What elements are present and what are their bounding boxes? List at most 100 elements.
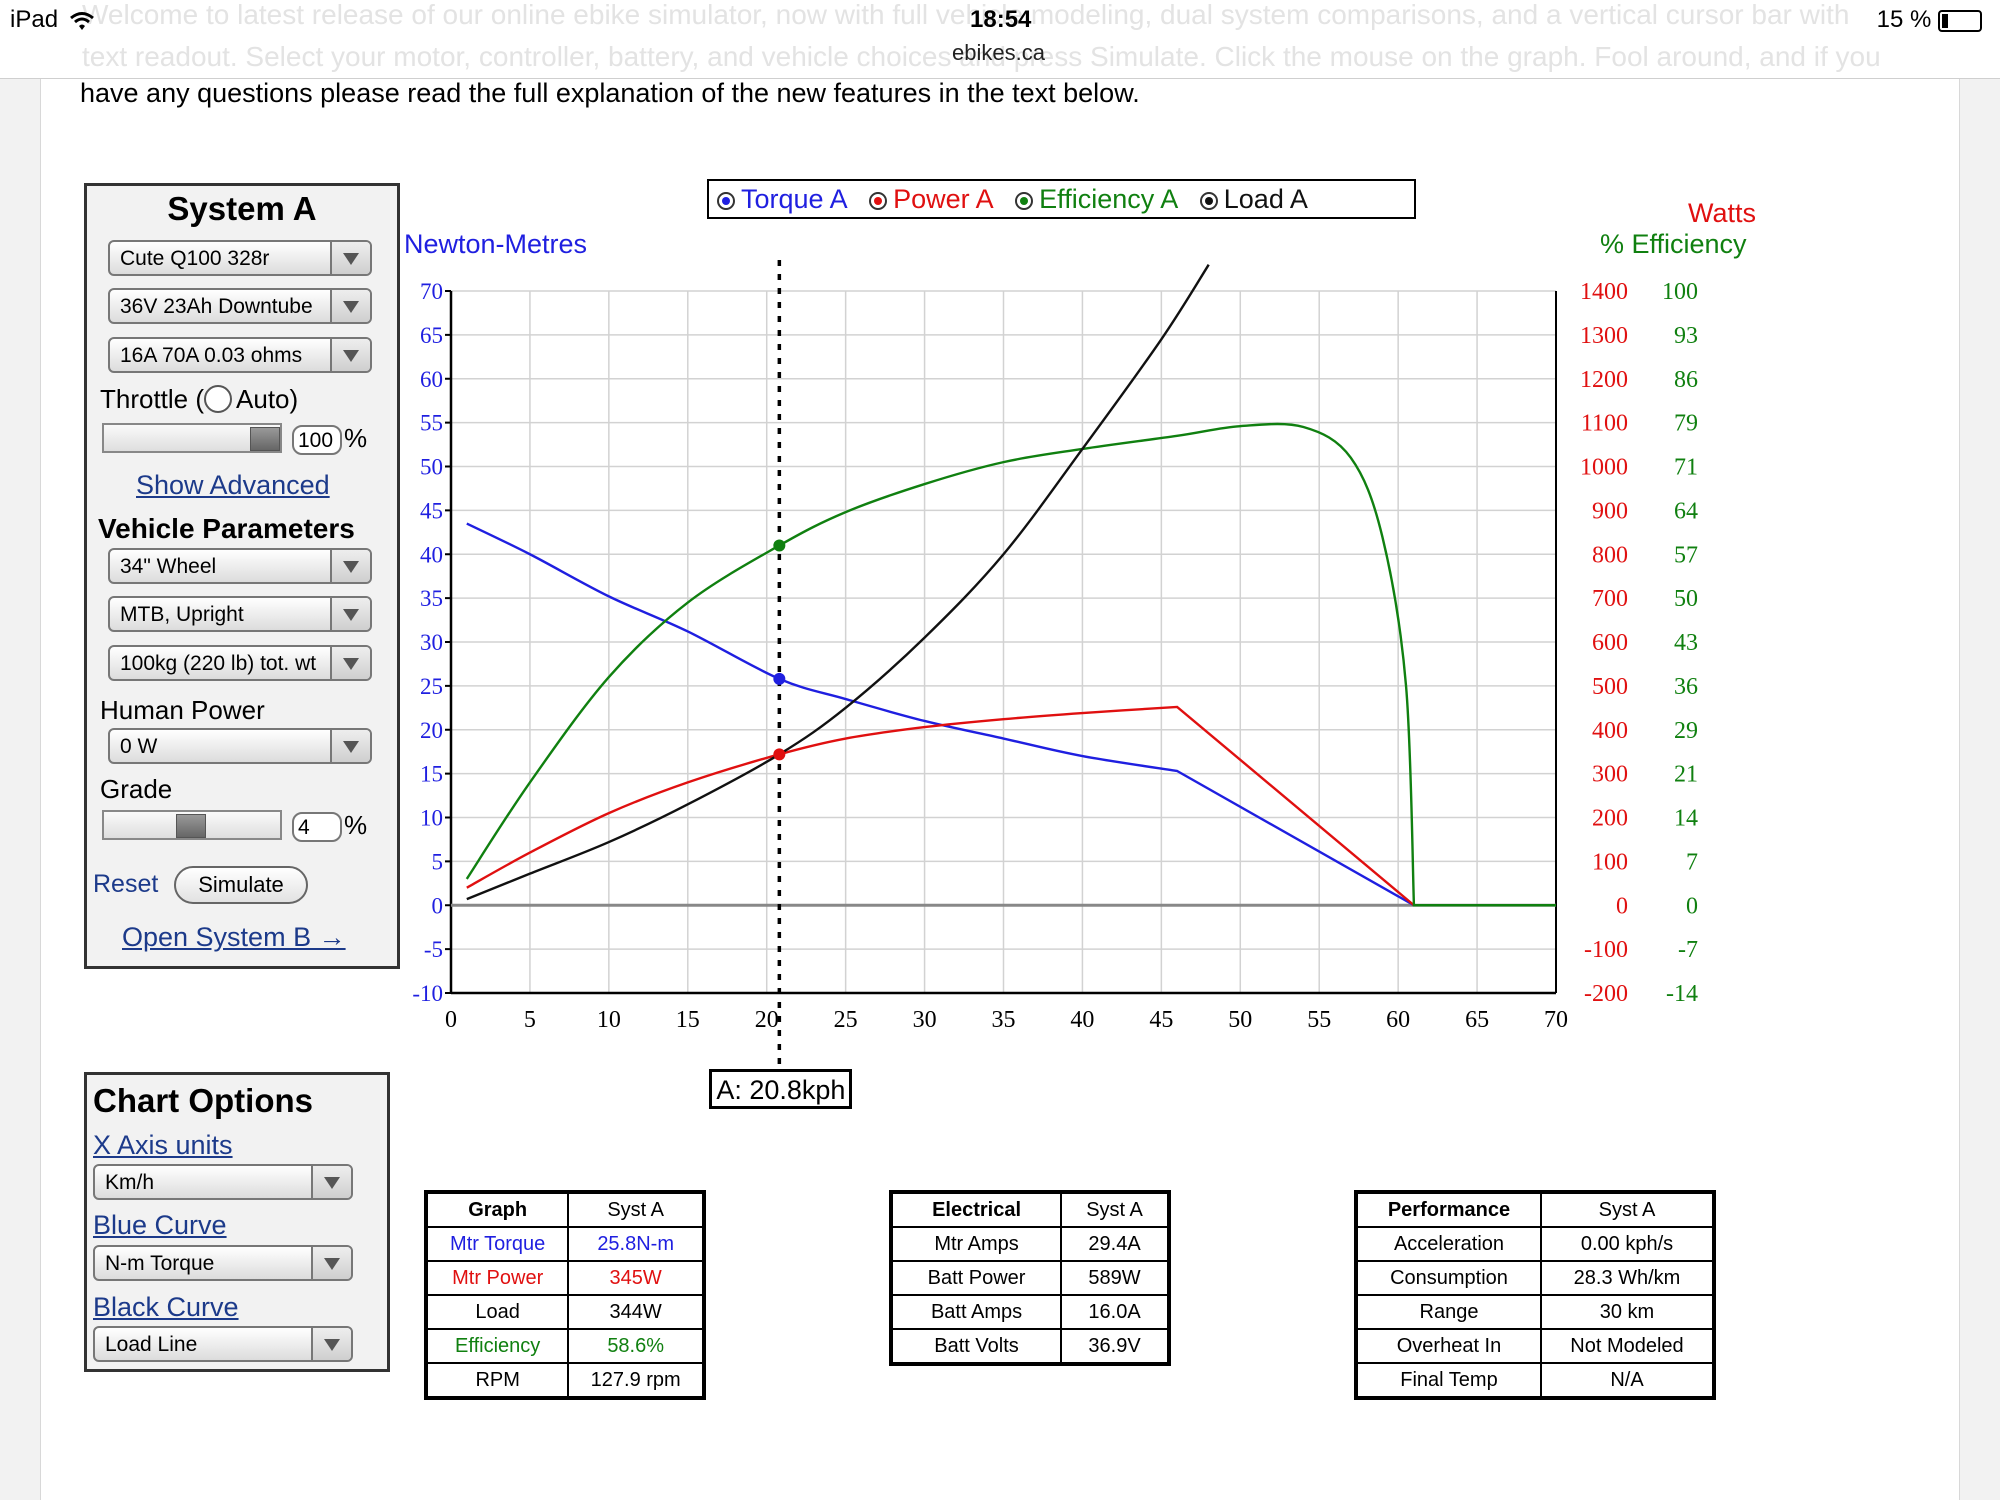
radio-icon xyxy=(869,191,888,210)
intro-text: have any questions please read the full … xyxy=(80,78,1140,108)
watts-tick-label: -200 xyxy=(1584,981,1628,1007)
battery-indicator: 15 % xyxy=(1877,6,1982,34)
controller-select[interactable]: 16A 70A 0.03 ohms xyxy=(108,337,372,373)
chart-options-title: Chart Options xyxy=(93,1082,313,1119)
throttle-percent: % xyxy=(344,423,368,453)
watts-tick-label: 300 xyxy=(1592,762,1628,788)
table-row-label: Mtr Amps xyxy=(890,1226,1063,1262)
bike-type-select[interactable]: MTB, Upright xyxy=(108,596,372,632)
motor-select[interactable]: Cute Q100 328r xyxy=(108,240,372,276)
x-axis-units-select[interactable]: Km/h xyxy=(93,1164,353,1200)
page-frame xyxy=(40,78,1960,1500)
chevron-down-icon xyxy=(311,1328,351,1360)
table-row: Batt Volts 36.9V xyxy=(890,1328,1169,1364)
legend-power[interactable]: Power A xyxy=(869,184,994,214)
table-header-row: Graph Syst A xyxy=(425,1192,704,1228)
series-line-power-a xyxy=(466,705,1415,907)
device-name: iPad xyxy=(10,6,95,34)
x-tick-label: 5 xyxy=(524,1007,536,1033)
table-row-value: 28.3 Wh/km xyxy=(1539,1260,1715,1296)
chart-series xyxy=(465,264,1556,907)
efficiency-tick-label: 14 xyxy=(1674,806,1698,832)
table-row-label: Batt Volts xyxy=(890,1328,1063,1364)
legend-torque[interactable]: Torque A xyxy=(717,184,848,214)
x-tick-label: 40 xyxy=(1070,1007,1094,1033)
series-line-load-a xyxy=(466,264,1210,901)
simulate-button[interactable]: Simulate xyxy=(174,866,308,904)
table-row-value: 127.9 rpm xyxy=(567,1362,704,1398)
weight-select[interactable]: 100kg (220 lb) tot. wt xyxy=(108,645,372,681)
show-advanced-link[interactable]: Show Advanced xyxy=(136,470,330,500)
battery-select[interactable]: 36V 23Ah Downtube xyxy=(108,288,372,324)
watts-tick-label: 1000 xyxy=(1580,455,1628,481)
wheel-select[interactable]: 34" Wheel xyxy=(108,548,372,584)
table-row: Consumption 28.3 Wh/km xyxy=(1356,1260,1715,1296)
throttle-label-text: Throttle ( xyxy=(100,384,205,414)
table-header-cell: Syst A xyxy=(1539,1192,1715,1228)
auto-checkbox[interactable] xyxy=(204,385,233,414)
series-line-torque-a xyxy=(466,522,1415,907)
table-row: Efficiency 58.6% xyxy=(425,1328,704,1364)
status-bar: Welcome to latest release of our online … xyxy=(0,0,2000,79)
x-tick-label: 20 xyxy=(755,1007,779,1033)
legend-load[interactable]: Load A xyxy=(1199,184,1308,214)
human-power-select[interactable]: 0 W xyxy=(108,728,372,764)
wheel-select-value: 34" Wheel xyxy=(120,555,217,578)
table-row-value: 29.4A xyxy=(1060,1226,1169,1262)
grade-slider-thumb[interactable] xyxy=(176,814,206,838)
table-row: Acceleration 0.00 kph/s xyxy=(1356,1226,1715,1262)
cursor-readout: A: 20.8kph xyxy=(709,1069,853,1109)
efficiency-tick-label: 50 xyxy=(1674,586,1698,612)
open-system-b-link[interactable]: Open System B → xyxy=(122,922,346,952)
efficiency-tick-label: -7 xyxy=(1678,937,1698,963)
cursor-point xyxy=(773,672,786,685)
performance-chart[interactable]: 0 5 10 15 20 25 30 35 40 45 50 55 60 65 70-10 -200 -14-5… xyxy=(0,0,2000,1120)
grade-input[interactable]: 4 xyxy=(292,812,342,842)
human-power-select-value: 0 W xyxy=(120,735,158,758)
throttle-input[interactable]: 100 xyxy=(292,425,342,455)
url-bar[interactable]: ebikes.ca xyxy=(952,40,1045,65)
table-header-row: Performance Syst A xyxy=(1356,1192,1715,1228)
clock: 18:54 xyxy=(970,6,1032,33)
throttle-slider[interactable] xyxy=(102,423,282,453)
legend-torque-label: Torque A xyxy=(741,184,848,214)
grade-slider[interactable] xyxy=(102,810,282,840)
chart-cursor[interactable] xyxy=(773,260,786,1070)
chevron-down-icon xyxy=(330,290,370,322)
reset-link[interactable]: Reset xyxy=(93,870,159,898)
performance-table: Performance Syst A Acceleration 0.00 kph/s C… xyxy=(1354,1190,1716,1400)
watts-tick-label: 700 xyxy=(1592,586,1628,612)
efficiency-tick-label: 7 xyxy=(1686,849,1698,875)
watts-tick-label: 100 xyxy=(1592,849,1628,875)
battery-icon xyxy=(1938,9,1982,32)
table-row: Range 30 km xyxy=(1356,1294,1715,1330)
efficiency-tick-label: 36 xyxy=(1674,674,1698,700)
efficiency-tick-label: 79 xyxy=(1674,411,1698,437)
blue-curve-select[interactable]: N-m Torque xyxy=(93,1245,353,1281)
x-axis-units-label: X Axis units xyxy=(93,1130,233,1160)
watts-tick-label: 200 xyxy=(1592,806,1628,832)
table-row-label: Acceleration xyxy=(1356,1226,1542,1262)
wifi-icon xyxy=(69,11,94,30)
chevron-down-icon xyxy=(311,1247,351,1279)
radio-icon xyxy=(1015,191,1034,210)
legend-efficiency[interactable]: Efficiency A xyxy=(1015,184,1178,214)
cursor-point xyxy=(773,748,786,761)
y-tick-label: 20 xyxy=(420,718,443,743)
x-tick-label: 70 xyxy=(1544,1007,1568,1033)
throttle-label: Throttle (Auto) xyxy=(100,384,298,417)
black-curve-select[interactable]: Load Line xyxy=(93,1326,353,1362)
x-tick-label: 10 xyxy=(597,1007,621,1033)
table-row-label: Mtr Power xyxy=(425,1260,570,1296)
watts-tick-label: 1100 xyxy=(1581,411,1628,437)
legend-load-label: Load A xyxy=(1223,184,1308,214)
watts-tick-label: -100 xyxy=(1584,937,1628,963)
throttle-slider-thumb[interactable] xyxy=(250,427,280,451)
table-row-value: 25.8N-m xyxy=(567,1226,704,1262)
efficiency-tick-label: 43 xyxy=(1674,630,1698,656)
efficiency-tick-label: 93 xyxy=(1674,323,1698,349)
bike-type-select-value: MTB, Upright xyxy=(120,603,244,626)
x-tick-label: 50 xyxy=(1228,1007,1252,1033)
right-page-margin xyxy=(1959,78,2000,1500)
radio-icon xyxy=(1199,191,1218,210)
